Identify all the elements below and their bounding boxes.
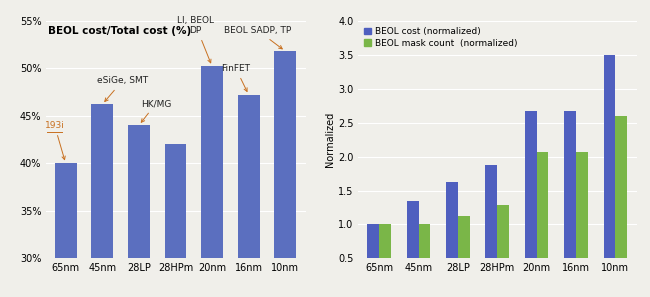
Bar — [604, 55, 616, 292]
Bar — [616, 116, 627, 292]
Bar — [497, 205, 509, 292]
Bar — [238, 95, 260, 297]
Bar — [55, 163, 77, 297]
Text: BEOL cost/Total cost (%): BEOL cost/Total cost (%) — [48, 26, 191, 36]
Bar — [419, 225, 430, 292]
Bar — [164, 144, 187, 297]
Bar — [274, 51, 296, 297]
Bar — [201, 67, 223, 297]
Bar — [128, 125, 150, 297]
Text: LI, BEOL
DP: LI, BEOL DP — [177, 16, 214, 63]
Text: 193i: 193i — [45, 121, 65, 160]
Bar — [379, 225, 391, 292]
Bar — [576, 152, 588, 292]
Text: BEOL SADP, TP: BEOL SADP, TP — [224, 26, 291, 49]
Y-axis label: Normalized: Normalized — [325, 112, 335, 167]
Legend: BEOL cost (normalized), BEOL mask count  (normalized): BEOL cost (normalized), BEOL mask count … — [362, 25, 519, 50]
Bar — [446, 182, 458, 292]
Bar — [407, 201, 419, 292]
Bar — [458, 216, 470, 292]
Bar — [91, 105, 113, 297]
Text: HK/MG: HK/MG — [140, 99, 171, 122]
Bar — [367, 225, 379, 292]
Bar — [564, 111, 576, 292]
Text: eSiGe, SMT: eSiGe, SMT — [97, 76, 148, 102]
Bar — [486, 165, 497, 292]
Bar — [525, 111, 537, 292]
Text: FinFET: FinFET — [222, 64, 250, 91]
Bar — [537, 152, 549, 292]
